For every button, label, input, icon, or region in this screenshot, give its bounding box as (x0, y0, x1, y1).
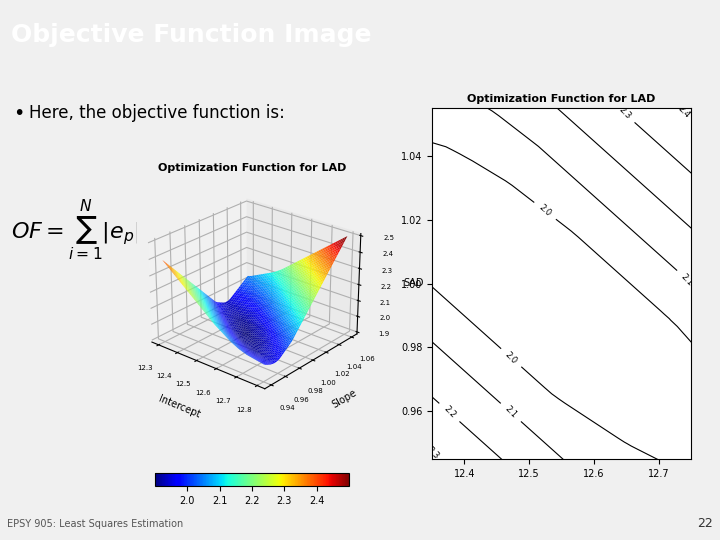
Text: $OF = \sum_{i=1}^{N} |e_p|$: $OF = \sum_{i=1}^{N} |e_p|$ (11, 199, 140, 263)
Text: 2.1: 2.1 (503, 404, 518, 420)
Text: EPSY 905: Least Squares Estimation: EPSY 905: Least Squares Estimation (7, 519, 184, 529)
Text: 2.4: 2.4 (676, 104, 692, 119)
Text: Objective Function Image: Objective Function Image (11, 23, 372, 47)
Text: 22: 22 (697, 517, 713, 530)
Text: 2.2: 2.2 (703, 238, 718, 253)
Text: •: • (13, 104, 24, 123)
X-axis label: Intercept: Intercept (157, 394, 202, 420)
Text: 2.3: 2.3 (425, 444, 441, 461)
Text: 2.3: 2.3 (616, 105, 632, 121)
Text: 2.1: 2.1 (680, 272, 695, 287)
Title: Optimization Function for LAD: Optimization Function for LAD (467, 94, 656, 104)
Text: Here, the objective function is:: Here, the objective function is: (29, 104, 284, 122)
Text: 2.2: 2.2 (441, 404, 457, 420)
Title: Optimization Function for LAD: Optimization Function for LAD (158, 163, 346, 173)
Text: 2.0: 2.0 (503, 350, 519, 366)
Y-axis label: Slope: Slope (330, 388, 359, 410)
Text: 2.0: 2.0 (537, 203, 553, 219)
